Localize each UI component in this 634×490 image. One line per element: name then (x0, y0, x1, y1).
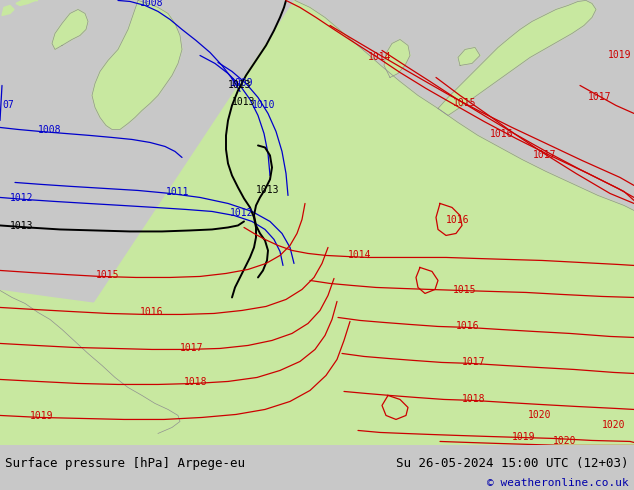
Text: 1016: 1016 (446, 216, 470, 225)
Text: 1014: 1014 (348, 250, 372, 261)
Text: 1009: 1009 (230, 78, 254, 89)
Text: 1020: 1020 (553, 437, 577, 446)
Text: 1013: 1013 (232, 98, 256, 107)
Text: 1016: 1016 (140, 307, 164, 318)
Text: 1011: 1011 (166, 188, 190, 197)
Text: 1015: 1015 (453, 286, 477, 295)
Polygon shape (384, 40, 410, 77)
Polygon shape (438, 0, 596, 116)
Text: 1020: 1020 (602, 420, 626, 430)
Polygon shape (2, 5, 14, 16)
Text: 1015: 1015 (453, 98, 477, 108)
Text: 1012: 1012 (230, 208, 254, 219)
Text: 1019: 1019 (30, 412, 54, 421)
Text: © weatheronline.co.uk: © weatheronline.co.uk (487, 478, 629, 488)
Text: 1018: 1018 (462, 394, 486, 404)
Text: 1016: 1016 (490, 129, 514, 140)
Text: 1014: 1014 (368, 52, 392, 62)
Text: 1008: 1008 (38, 125, 61, 135)
Text: 1013: 1013 (228, 80, 252, 91)
Text: 1017: 1017 (462, 357, 486, 368)
Text: 1017: 1017 (180, 343, 204, 353)
Text: 1016: 1016 (456, 321, 480, 331)
Polygon shape (0, 0, 634, 445)
Text: 1018: 1018 (184, 377, 208, 388)
Text: 1012: 1012 (10, 194, 34, 203)
Text: 1013: 1013 (10, 221, 34, 231)
Polygon shape (52, 9, 88, 49)
Polygon shape (16, 0, 38, 5)
Polygon shape (458, 48, 480, 66)
Text: 1015: 1015 (96, 270, 120, 280)
Text: 1019: 1019 (608, 50, 631, 60)
Text: 1008: 1008 (140, 0, 164, 8)
Text: 1019: 1019 (512, 433, 536, 442)
Text: 1013: 1013 (256, 185, 280, 196)
Text: Surface pressure [hPa] Arpege-eu: Surface pressure [hPa] Arpege-eu (5, 457, 245, 469)
Text: 07: 07 (2, 100, 14, 110)
Text: 1020: 1020 (528, 411, 552, 420)
Text: Su 26-05-2024 15:00 UTC (12+03): Su 26-05-2024 15:00 UTC (12+03) (396, 457, 629, 469)
Text: 1010: 1010 (252, 100, 276, 110)
Polygon shape (92, 0, 182, 129)
Text: 1017: 1017 (588, 93, 612, 102)
Text: 1017: 1017 (533, 150, 557, 160)
